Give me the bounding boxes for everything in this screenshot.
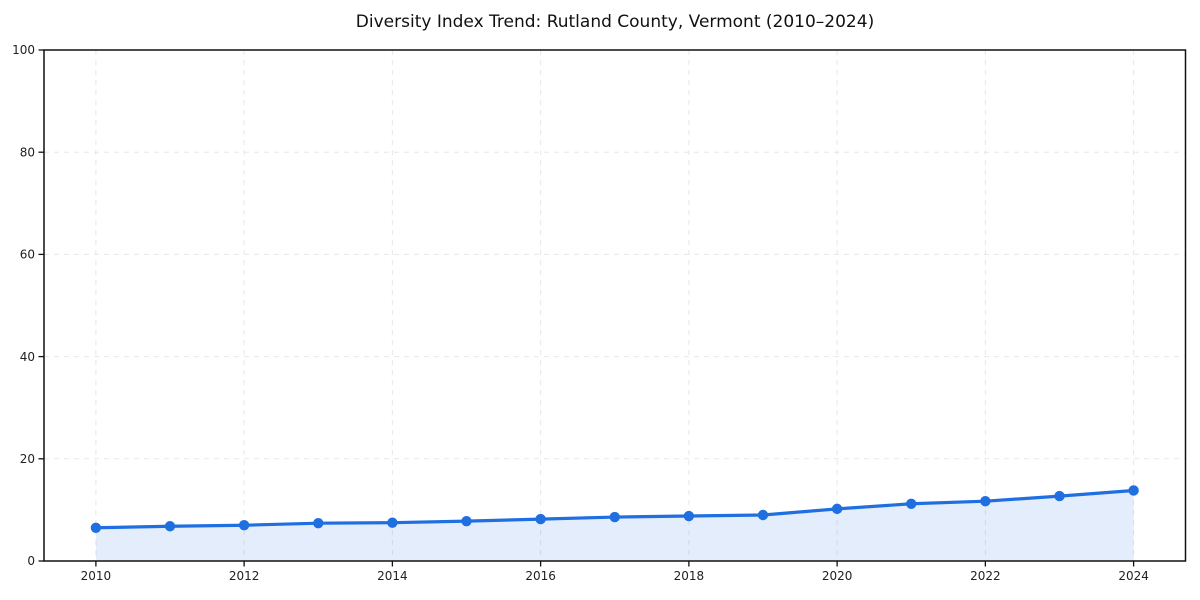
y-tick-label: 20 [20, 452, 35, 466]
data-point [1128, 485, 1139, 496]
data-point [906, 498, 917, 509]
area-fill [95, 490, 1134, 561]
data-point [313, 517, 324, 529]
data-point [757, 509, 769, 521]
data-point [238, 520, 250, 531]
data-point [980, 496, 991, 507]
x-tick-label: 2022 [970, 569, 1001, 583]
x-tick-label: 2024 [1118, 569, 1149, 583]
y-tick-label: 100 [12, 43, 35, 57]
data-point [683, 510, 695, 522]
y-tick-label: 80 [20, 145, 35, 159]
data-point [831, 503, 843, 515]
x-tick-label: 2012 [229, 569, 260, 583]
y-tick-label: 60 [20, 248, 35, 262]
x-tick-label: 2018 [674, 569, 705, 583]
data-point [535, 513, 546, 525]
data-point [387, 517, 398, 528]
x-tick-label: 2020 [822, 569, 853, 583]
plot-border [43, 49, 1187, 562]
data-point [609, 511, 620, 523]
x-tick-label: 2014 [377, 569, 408, 583]
chart-title: Diversity Index Trend: Rutland County, V… [355, 12, 875, 32]
data-point [461, 515, 472, 527]
y-tick-label: 40 [20, 350, 35, 364]
x-tick-label: 2016 [525, 569, 556, 583]
data-point [1054, 490, 1065, 502]
data-point [90, 522, 102, 533]
y-tick-label: 0 [27, 554, 35, 568]
data-point [164, 521, 176, 532]
x-tick-label: 2010 [81, 569, 112, 583]
